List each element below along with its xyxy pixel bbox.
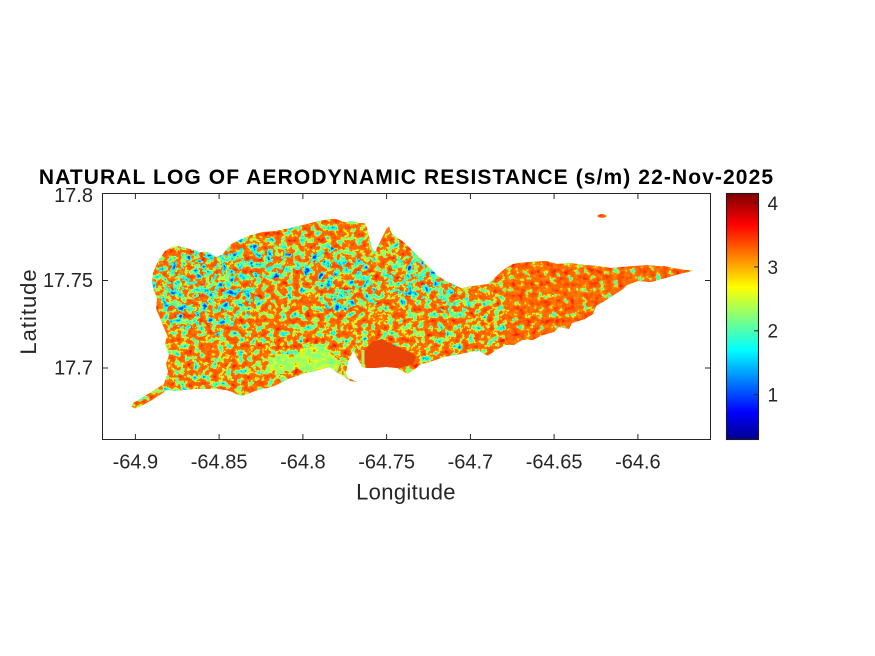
svg-text:-64.75: -64.75: [358, 452, 415, 474]
svg-text:-64.65: -64.65: [526, 452, 583, 474]
svg-text:2: 2: [768, 322, 779, 343]
svg-text:-64.85: -64.85: [191, 452, 248, 474]
svg-text:-64.6: -64.6: [615, 452, 661, 474]
svg-text:-64.9: -64.9: [113, 452, 159, 474]
svg-text:17.8: 17.8: [54, 185, 93, 207]
svg-text:Longitude: Longitude: [356, 480, 456, 505]
svg-text:4: 4: [768, 194, 779, 215]
svg-text:17.75: 17.75: [43, 270, 93, 292]
svg-text:-64.8: -64.8: [280, 452, 326, 474]
svg-text:Latitude: Latitude: [16, 268, 41, 354]
svg-text:17.7: 17.7: [54, 358, 93, 380]
svg-text:NATURAL LOG OF AERODYNAMIC RES: NATURAL LOG OF AERODYNAMIC RESISTANCE (s…: [39, 166, 774, 189]
svg-text:-64.7: -64.7: [448, 452, 494, 474]
svg-text:3: 3: [768, 258, 779, 279]
svg-text:1: 1: [768, 386, 779, 407]
